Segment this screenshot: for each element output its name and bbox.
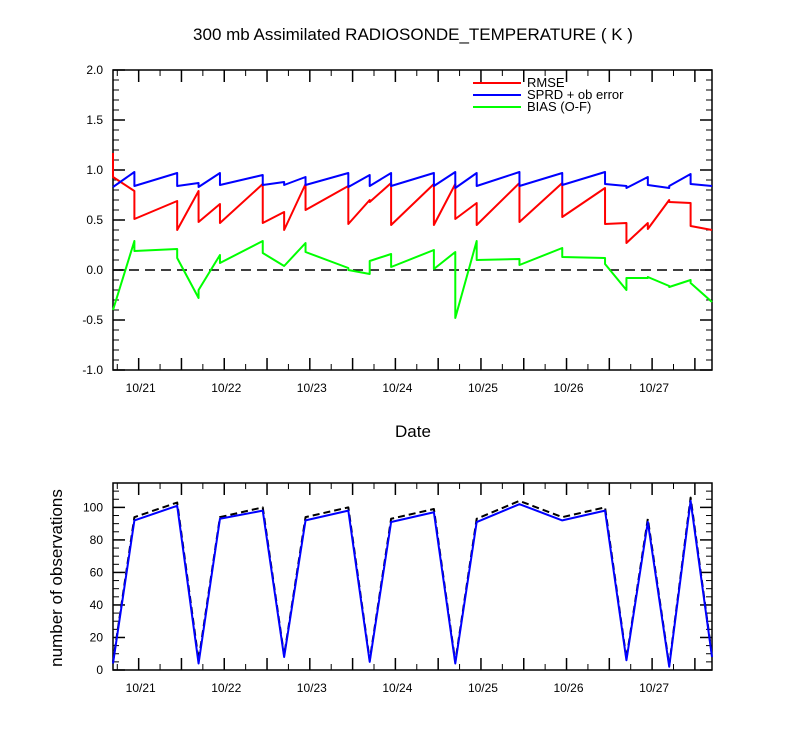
bottom-chart-xtick-label: 10/26 [554,681,584,695]
top-chart: 10/21 10/22 10/23 10/24 10/25 10/26 10/27 2.0 1.… [82,63,713,395]
top-chart-xtick-label: 10/27 [639,381,669,395]
top-chart-ytick-label: -0.5 [82,313,103,327]
bottom-chart-frame [112,482,713,671]
bottom-chart-xtick-label: 10/24 [382,681,412,695]
legend-label: SPRD + ob error [527,87,624,102]
bottom-chart-ytick-label: 20 [90,630,104,644]
bottom-chart-xtick-label: 10/27 [639,681,669,695]
bottom-chart-xtick-label: 10/22 [211,681,241,695]
top-chart-series-sprd-ob-error-line [112,171,713,189]
top-chart-xtick-label: 10/23 [297,381,327,395]
bottom-chart-xtick-label: 10/23 [297,681,327,695]
top-chart-ytick-label: 2.0 [86,63,103,77]
bottom-chart: 10/21 10/22 10/23 10/24 10/25 10/26 10/27 0 20 40… [83,482,713,695]
bottom-chart-series-observations-used-line [112,499,713,668]
bottom-chart-y-axis-title: number of observations [47,489,66,667]
top-chart-ytick-label: 0.5 [86,213,103,227]
top-chart-xtick-label: 10/25 [468,381,498,395]
top-chart-xtick-label: 10/21 [126,381,156,395]
top-chart-series-bias-o-f-line [112,240,713,319]
bottom-chart-xtick-label: 10/25 [468,681,498,695]
bottom-chart-ytick-label: 100 [83,500,103,514]
top-chart-ytick-label: 0.0 [86,263,103,277]
top-chart-ytick-label: -1.0 [82,363,103,377]
top-chart-frame [112,69,713,371]
top-chart-xtick-label: 10/26 [554,381,584,395]
bottom-chart-ytick-label: 0 [96,663,103,677]
top-chart-ytick-label: 1.0 [86,163,103,177]
top-chart-ytick-label: 1.5 [86,113,103,127]
top-chart-x-axis-title: Date [395,422,431,441]
top-chart-xtick-label: 10/22 [211,381,241,395]
bottom-chart-xtick-label: 10/21 [126,681,156,695]
bottom-chart-ytick-label: 60 [90,565,104,579]
legend-label: BIAS (O-F) [527,99,591,114]
top-chart-title: 300 mb Assimilated RADIOSONDE_TEMPERATUR… [193,25,633,44]
bottom-chart-ytick-label: 40 [90,598,104,612]
bottom-chart-ytick-label: 80 [90,533,104,547]
top-chart-xtick-label: 10/24 [382,381,412,395]
top-chart-series-rmse-line [112,153,713,244]
legend-label: RMSE [527,75,565,90]
